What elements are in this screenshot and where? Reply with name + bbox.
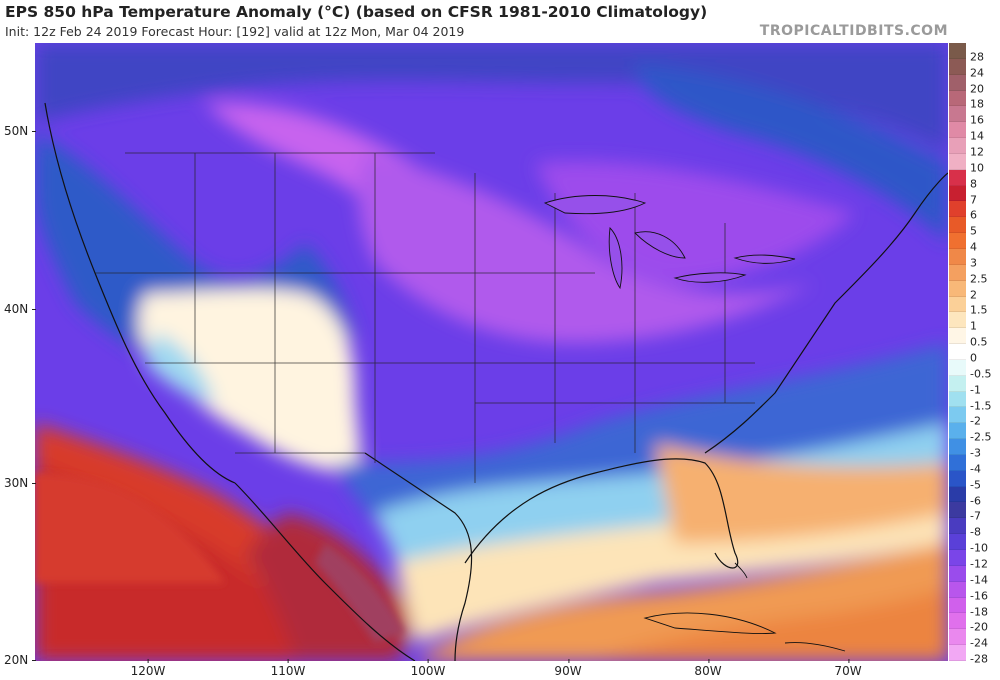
colorbar-swatch (949, 74, 966, 91)
lon-label-80w: 80W (694, 659, 722, 678)
colorbar-tick-label: -12 (970, 557, 988, 571)
colorbar-tick-label: -20 (970, 620, 988, 634)
colorbar-tick-label: -1 (970, 383, 981, 397)
colorbar-tick-label: -3 (970, 446, 981, 460)
colorbar-swatch (949, 534, 966, 550)
colorbar-swatch (949, 518, 966, 535)
lat-label-40n: 40N (4, 302, 37, 316)
lon-label-70w: 70W (834, 659, 862, 678)
colorbar-swatch (949, 138, 966, 154)
colorbar-tick-label: 16 (970, 113, 984, 127)
colorbar-swatch (949, 470, 966, 487)
colorbar-tick-label: -10 (970, 541, 988, 555)
colorbar-tick-label: -24 (970, 636, 988, 650)
lon-label-120w: 120W (130, 659, 166, 678)
colorbar-swatch (949, 90, 966, 107)
colorbar-labels: 28 24 20 18 16 14 12 10 8 7 6 5 4 3 2.5 2 1.5 1 0.5 0 -0.5 -1… (968, 43, 1000, 665)
colorbar-swatch (949, 391, 966, 408)
colorbar-tick-label: -2.5 (970, 430, 992, 444)
colorbar-swatch (949, 629, 966, 646)
lat-label-20n: 20N (4, 653, 37, 667)
colorbar-swatch (949, 153, 966, 170)
colorbar-tick-label: 1 (970, 319, 977, 333)
map-title: EPS 850 hPa Temperature Anomaly (°C) (ba… (5, 3, 708, 21)
colorbar-tick-label: 18 (970, 97, 984, 111)
colorbar-tick-label: -8 (970, 525, 981, 539)
colorbar-tick-label: -0.5 (970, 367, 992, 381)
state-borders (95, 152, 755, 483)
lon-label-100w: 100W (410, 659, 446, 678)
colorbar (949, 43, 966, 661)
colorbar-tick-label: -5 (970, 478, 981, 492)
lat-label-50n: 50N (4, 124, 37, 138)
colorbar-swatch (949, 58, 966, 75)
colorbar-swatch (949, 328, 966, 345)
colorbar-tick-label: -1.5 (970, 399, 992, 413)
colorbar-tick-label: -14 (970, 573, 988, 587)
colorbar-swatch (949, 613, 966, 630)
colorbar-tick-label: -28 (970, 652, 988, 666)
colorbar-swatch (949, 550, 966, 566)
lon-label-90w: 90W (554, 659, 582, 678)
colorbar-tick-label: 3 (970, 256, 977, 270)
colorbar-swatch (949, 201, 966, 218)
anomaly-field (35, 43, 948, 661)
colorbar-swatch (949, 375, 966, 392)
colorbar-tick-label: 1.5 (970, 303, 988, 317)
colorbar-swatch (949, 169, 966, 186)
colorbar-swatch (949, 423, 966, 440)
colorbar-tick-label: 8 (970, 177, 977, 191)
colorbar-swatch (949, 344, 966, 360)
colorbar-swatch (949, 122, 966, 139)
colorbar-swatch (949, 264, 966, 281)
colorbar-swatch (949, 296, 966, 313)
caribbean-islands (643, 562, 846, 652)
colorbar-swatch (949, 597, 966, 614)
colorbar-tick-label: 7 (970, 193, 977, 207)
colorbar-swatch (949, 565, 966, 582)
colorbar-tick-label: 20 (970, 82, 984, 96)
colorbar-swatch (949, 217, 966, 234)
colorbar-swatch (949, 502, 966, 519)
colorbar-tick-label: 24 (970, 66, 984, 80)
lon-label-110w: 110W (270, 659, 306, 678)
colorbar-tick-label: -6 (970, 494, 981, 508)
colorbar-swatch (949, 43, 966, 59)
colorbar-swatch (949, 106, 966, 123)
colorbar-swatch (949, 359, 966, 376)
colorbar-tick-label: 6 (970, 208, 977, 222)
colorbar-swatch (949, 233, 966, 249)
colorbar-tick-label: 0 (970, 351, 977, 365)
colorbar-swatch (949, 439, 966, 455)
colorbar-swatch (949, 280, 966, 297)
lat-label-30n: 30N (4, 476, 37, 490)
colorbar-tick-label: 0.5 (970, 335, 988, 349)
colorbar-tick-label: 2 (970, 288, 977, 302)
colorbar-tick-label: -4 (970, 462, 981, 476)
colorbar-swatch (949, 407, 966, 424)
colorbar-tick-label: -2 (970, 414, 981, 428)
colorbar-tick-label: 12 (970, 145, 984, 159)
colorbar-tick-label: 4 (970, 240, 977, 254)
coastlines (44, 102, 948, 661)
colorbar-swatch (949, 486, 966, 503)
colorbar-tick-label: 28 (970, 50, 984, 64)
colorbar-swatch (949, 248, 966, 265)
colorbar-swatch (949, 312, 966, 329)
colorbar-tick-label: 2.5 (970, 272, 988, 286)
colorbar-tick-label: -16 (970, 589, 988, 603)
colorbar-tick-label: -7 (970, 509, 981, 523)
anomaly-map[interactable] (35, 43, 948, 661)
colorbar-swatch (949, 185, 966, 202)
colorbar-swatch (949, 581, 966, 598)
brand-watermark[interactable]: TROPICALTIDBITS.COM (759, 23, 948, 39)
colorbar-tick-label: 14 (970, 129, 984, 143)
colorbar-tick-label: 10 (970, 161, 984, 175)
colorbar-swatch (949, 645, 966, 661)
colorbar-tick-label: -18 (970, 605, 988, 619)
colorbar-swatch (949, 454, 966, 471)
map-subtitle: Init: 12z Feb 24 2019 Forecast Hour: [19… (5, 24, 465, 39)
colorbar-tick-label: 5 (970, 224, 977, 238)
great-lakes (543, 195, 796, 290)
